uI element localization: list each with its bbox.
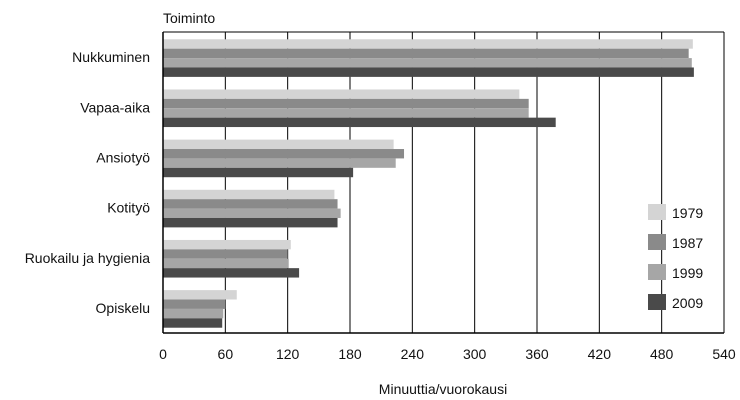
x-tick-label: 540 xyxy=(712,346,736,362)
bar xyxy=(163,39,693,49)
bar xyxy=(163,308,224,319)
x-tick-label: 240 xyxy=(401,346,425,362)
legend-label: 1979 xyxy=(672,205,703,221)
y-axis-title: Toiminto xyxy=(163,10,215,26)
bar xyxy=(163,98,529,109)
bar xyxy=(163,149,405,159)
bar xyxy=(163,258,289,269)
bar xyxy=(163,239,291,250)
bar xyxy=(163,58,692,68)
category-label: Vapaa-aika xyxy=(80,99,150,115)
category-label: Opiskelu xyxy=(96,300,150,316)
x-tick-label: 300 xyxy=(463,346,487,362)
bar xyxy=(163,117,556,128)
bar xyxy=(163,89,520,99)
x-tick-label: 480 xyxy=(650,346,674,362)
bar xyxy=(163,158,396,168)
bar xyxy=(163,167,354,178)
bar xyxy=(163,199,338,209)
category-label: Ansiotyö xyxy=(96,149,150,165)
x-tick-label: 60 xyxy=(218,346,234,362)
legend-swatch xyxy=(648,204,666,220)
bar xyxy=(163,217,338,228)
bar xyxy=(163,208,341,218)
legend-swatch xyxy=(648,294,666,310)
legend-swatch xyxy=(648,264,666,280)
bar xyxy=(163,108,529,118)
bar xyxy=(163,299,226,309)
bar xyxy=(163,67,694,77)
axes xyxy=(162,31,724,334)
x-axis-title: Minuuttia/vuorokausi xyxy=(379,381,507,397)
category-label: Kotityö xyxy=(107,200,150,216)
gridlines xyxy=(224,32,725,333)
category-labels: Nukkuminen Vapaa-aika Ansiotyö Kotityö Ruoka… xyxy=(25,49,151,316)
legend-swatch xyxy=(648,234,666,250)
bar xyxy=(163,249,288,259)
bar xyxy=(163,189,335,200)
bar xyxy=(163,48,689,59)
bar xyxy=(163,268,300,278)
bars xyxy=(163,39,694,328)
legend-label: 2009 xyxy=(672,295,703,311)
category-label: Nukkuminen xyxy=(72,49,150,65)
category-label: Ruokailu ja hygienia xyxy=(25,250,151,266)
legend-label: 1987 xyxy=(672,235,703,251)
legend-label: 1999 xyxy=(672,265,703,281)
bar xyxy=(163,290,237,300)
x-tick-label: 0 xyxy=(159,346,167,362)
bar xyxy=(163,139,394,150)
x-tick-label: 420 xyxy=(588,346,612,362)
x-tick-label: 180 xyxy=(338,346,362,362)
x-tick-label: 360 xyxy=(525,346,549,362)
x-tick-labels: 0 60 120 180 240 300 360 420 480 540 xyxy=(159,346,736,362)
bar xyxy=(163,318,223,328)
legend: 1979 1987 1999 2009 xyxy=(648,204,703,311)
x-tick-label: 120 xyxy=(276,346,300,362)
